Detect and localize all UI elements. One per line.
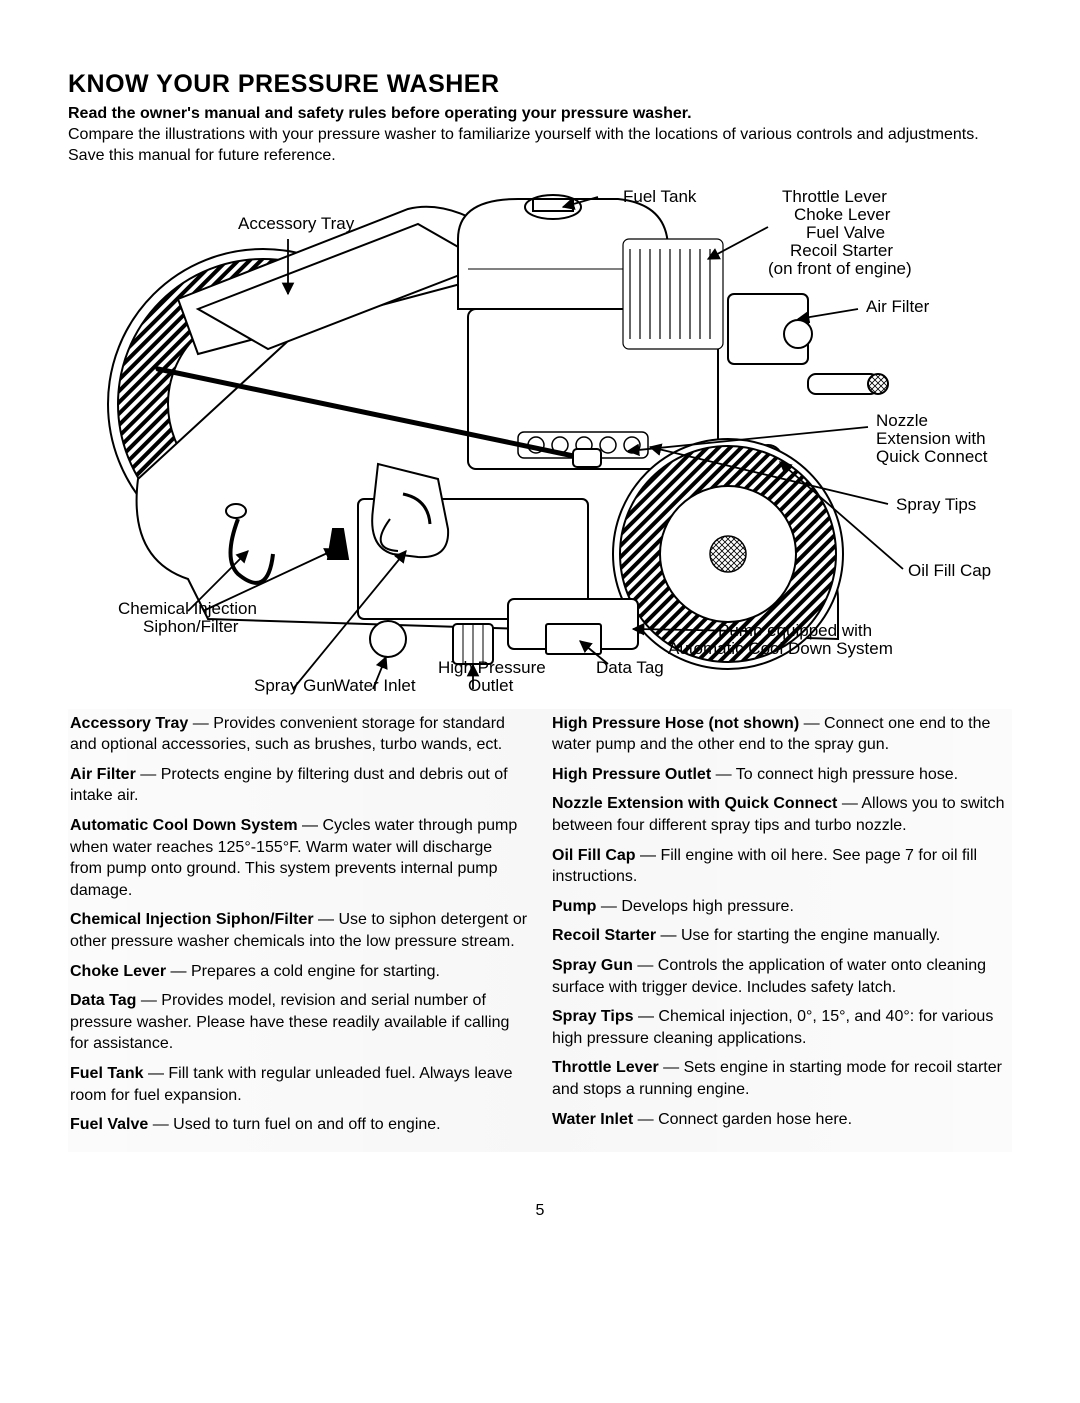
label-fuel-valve: Fuel Valve [806, 223, 885, 243]
label-data-tag: Data Tag [596, 658, 664, 678]
definition-item: Recoil Starter — Use for starting the en… [552, 925, 1010, 947]
definition-item: Data Tag — Provides model, revision and … [70, 990, 528, 1055]
label-nozzle-3: Quick Connect [876, 447, 988, 467]
label-chem-1: Chemical Injection [118, 599, 257, 619]
definition-item: High Pressure Hose (not shown) — Connect… [552, 713, 1010, 756]
label-nozzle-2: Extension with [876, 429, 986, 449]
definition-term: Nozzle Extension with Quick Connect [552, 795, 837, 812]
definition-item: Choke Lever — Prepares a cold engine for… [70, 961, 528, 983]
label-oil-fill-cap: Oil Fill Cap [908, 561, 991, 581]
definition-item: Nozzle Extension with Quick Connect — Al… [552, 793, 1010, 836]
label-fuel-tank: Fuel Tank [623, 187, 696, 207]
definition-item: High Pressure Outlet — To connect high p… [552, 764, 1010, 786]
page-subtitle: Read the owner's manual and safety rules… [68, 105, 1012, 123]
definitions: Accessory Tray — Provides convenient sto… [68, 709, 1012, 1152]
definition-item: Air Filter — Protects engine by filterin… [70, 764, 528, 807]
definition-term: Throttle Lever [552, 1059, 659, 1076]
label-pump-1: Pump equipped with [718, 621, 872, 641]
definition-term: Spray Tips [552, 1008, 634, 1025]
definition-item: Throttle Lever — Sets engine in starting… [552, 1057, 1010, 1100]
label-throttle-lever: Throttle Lever [782, 187, 887, 207]
definition-term: Spray Gun [552, 957, 633, 974]
label-water-inlet: Water Inlet [334, 676, 416, 696]
definition-item: Water Inlet — Connect garden hose here. [552, 1109, 1010, 1131]
definition-item: Pump — Develops high pressure. [552, 896, 1010, 918]
definition-term: Air Filter [70, 766, 136, 783]
definition-term: Automatic Cool Down System [70, 817, 298, 834]
label-air-filter: Air Filter [866, 297, 929, 317]
label-spray-gun: Spray Gun [254, 676, 335, 696]
definition-term: Fuel Valve [70, 1116, 148, 1133]
definition-term: Choke Lever [70, 963, 166, 980]
defs-left-col: Accessory Tray — Provides convenient sto… [70, 713, 528, 1144]
definition-term: Oil Fill Cap [552, 847, 636, 864]
definition-term: Chemical Injection Siphon/Filter [70, 911, 314, 928]
definition-item: Spray Tips — Chemical injection, 0°, 15°… [552, 1006, 1010, 1049]
defs-right-col: High Pressure Hose (not shown) — Connect… [552, 713, 1010, 1144]
intro-text: Compare the illustrations with your pres… [68, 125, 1012, 167]
page-title: KNOW YOUR PRESSURE WASHER [68, 70, 1012, 99]
definition-term: High Pressure Outlet [552, 766, 711, 783]
label-choke-lever: Choke Lever [794, 205, 890, 225]
label-accessory-tray: Accessory Tray [238, 214, 354, 234]
definition-term: Recoil Starter [552, 927, 656, 944]
definition-item: Spray Gun — Controls the application of … [552, 955, 1010, 998]
label-hp-1: High Pressure [438, 658, 546, 678]
definition-term: Fuel Tank [70, 1065, 144, 1082]
label-recoil-note: (on front of engine) [768, 259, 912, 279]
definition-item: Accessory Tray — Provides convenient sto… [70, 713, 528, 756]
definition-term: Water Inlet [552, 1111, 633, 1128]
definition-term: Data Tag [70, 992, 136, 1009]
definition-item: Oil Fill Cap — Fill engine with oil here… [552, 845, 1010, 888]
label-hp-2: Outlet [468, 676, 513, 696]
label-nozzle-1: Nozzle [876, 411, 928, 431]
definition-term: High Pressure Hose (not shown) [552, 715, 799, 732]
definition-term: Accessory Tray [70, 715, 188, 732]
label-recoil-starter: Recoil Starter [790, 241, 893, 261]
definition-item: Fuel Tank — Fill tank with regular unlea… [70, 1063, 528, 1106]
label-pump-2: Automatic Cool Down System [668, 639, 893, 659]
definition-term: Pump [552, 898, 596, 915]
page-number: 5 [68, 1202, 1012, 1220]
label-spray-tips: Spray Tips [896, 495, 976, 515]
definition-item: Chemical Injection Siphon/Filter — Use t… [70, 909, 528, 952]
definition-item: Fuel Valve — Used to turn fuel on and of… [70, 1114, 528, 1136]
definition-item: Automatic Cool Down System — Cycles wate… [70, 815, 528, 901]
label-chem-2: Siphon/Filter [143, 617, 238, 637]
pressure-washer-diagram: Accessory Tray Fuel Tank Throttle Lever … [68, 179, 1012, 699]
